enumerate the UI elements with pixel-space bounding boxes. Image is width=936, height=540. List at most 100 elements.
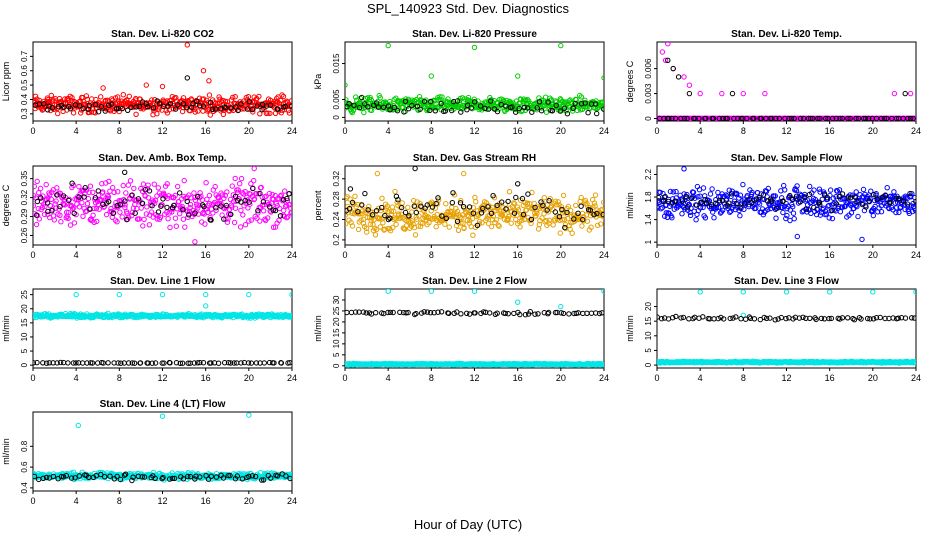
data-point xyxy=(139,188,146,195)
x-tick-label: 4 xyxy=(698,250,703,260)
y-tick-label: 0.6 xyxy=(20,461,29,473)
data-point xyxy=(748,191,755,198)
data-point xyxy=(390,309,396,316)
data-point xyxy=(867,316,873,322)
data-point xyxy=(749,200,755,206)
data-point xyxy=(893,115,900,121)
data-point xyxy=(545,99,551,105)
data-point xyxy=(580,216,586,223)
data-point xyxy=(152,360,159,366)
data-point xyxy=(259,107,265,113)
x-tick-label: 4 xyxy=(386,126,391,136)
data-point xyxy=(139,200,146,207)
data-point xyxy=(288,98,292,104)
data-point xyxy=(549,108,556,114)
data-point xyxy=(667,188,674,195)
data-point xyxy=(405,309,411,316)
data-point xyxy=(679,211,685,217)
data-point xyxy=(532,204,538,211)
data-point xyxy=(43,181,49,188)
data-point xyxy=(206,92,213,98)
data-point xyxy=(203,180,209,186)
data-point xyxy=(173,360,180,366)
data-point xyxy=(878,209,885,215)
data-point xyxy=(907,115,914,121)
outlier-point xyxy=(515,73,521,79)
data-point xyxy=(379,195,385,202)
data-point xyxy=(529,109,535,115)
data-point xyxy=(904,201,911,207)
data-point xyxy=(263,193,269,199)
data-points xyxy=(33,412,292,484)
data-point xyxy=(823,115,829,121)
data-point xyxy=(543,109,550,115)
panel-title: Stan. Dev. Sample Flow xyxy=(731,153,843,164)
data-point xyxy=(373,100,380,106)
data-point xyxy=(534,105,540,111)
data-point xyxy=(688,195,695,202)
data-point xyxy=(246,99,253,105)
data-point xyxy=(373,208,380,214)
data-point xyxy=(272,105,278,111)
data-point xyxy=(686,316,692,322)
y-tick-label: 0.5 xyxy=(20,79,29,91)
data-point xyxy=(286,202,292,208)
data-point xyxy=(817,202,823,208)
x-tick-label: 24 xyxy=(599,373,609,383)
data-point xyxy=(258,184,264,191)
x-tick-label: 16 xyxy=(201,250,211,260)
data-point xyxy=(54,192,60,198)
data-point xyxy=(246,218,252,224)
data-point xyxy=(182,224,188,230)
data-point xyxy=(909,315,915,321)
data-point xyxy=(131,360,138,366)
data-point xyxy=(555,199,561,205)
data-point xyxy=(863,204,869,210)
data-point xyxy=(502,310,508,317)
outlier-point xyxy=(159,291,166,298)
data-point xyxy=(513,109,519,115)
data-point xyxy=(365,207,371,213)
data-point xyxy=(790,204,796,210)
x-tick-label: 24 xyxy=(287,496,297,506)
y-tick-label: 0 xyxy=(332,363,341,368)
data-point xyxy=(557,108,563,114)
data-point xyxy=(383,207,389,214)
data-point xyxy=(202,221,208,227)
data-point xyxy=(781,182,787,189)
y-axis-label: ml/min xyxy=(1,315,11,342)
series-black xyxy=(345,309,604,318)
data-point xyxy=(111,189,117,196)
data-point xyxy=(270,207,276,213)
data-point xyxy=(541,195,547,201)
data-point xyxy=(726,200,732,206)
y-tick-label: 5 xyxy=(20,348,29,353)
data-point xyxy=(786,115,792,121)
data-point xyxy=(95,188,102,194)
data-point xyxy=(740,181,746,188)
data-point xyxy=(33,360,37,366)
data-point xyxy=(148,209,155,215)
data-point xyxy=(86,189,92,196)
data-point xyxy=(80,105,86,112)
x-tick-label: 0 xyxy=(30,373,35,383)
data-point xyxy=(826,202,832,209)
x-tick-label: 16 xyxy=(825,373,835,383)
data-point xyxy=(839,191,846,197)
panel-4: Stan. Dev. Amb. Box Temp.degrees C0 4 8 12 1… xyxy=(1,153,297,260)
data-point xyxy=(847,195,854,201)
data-point xyxy=(33,212,40,218)
data-point xyxy=(221,216,227,222)
data-point xyxy=(830,115,836,121)
data-point xyxy=(179,360,186,366)
data-point xyxy=(213,205,219,211)
outlier-point xyxy=(740,90,746,97)
data-point xyxy=(517,311,523,318)
data-point xyxy=(657,189,663,196)
data-point xyxy=(34,198,40,205)
data-point xyxy=(496,223,502,229)
outlier-point xyxy=(665,42,671,47)
data-point xyxy=(535,226,542,232)
data-point xyxy=(470,210,476,216)
